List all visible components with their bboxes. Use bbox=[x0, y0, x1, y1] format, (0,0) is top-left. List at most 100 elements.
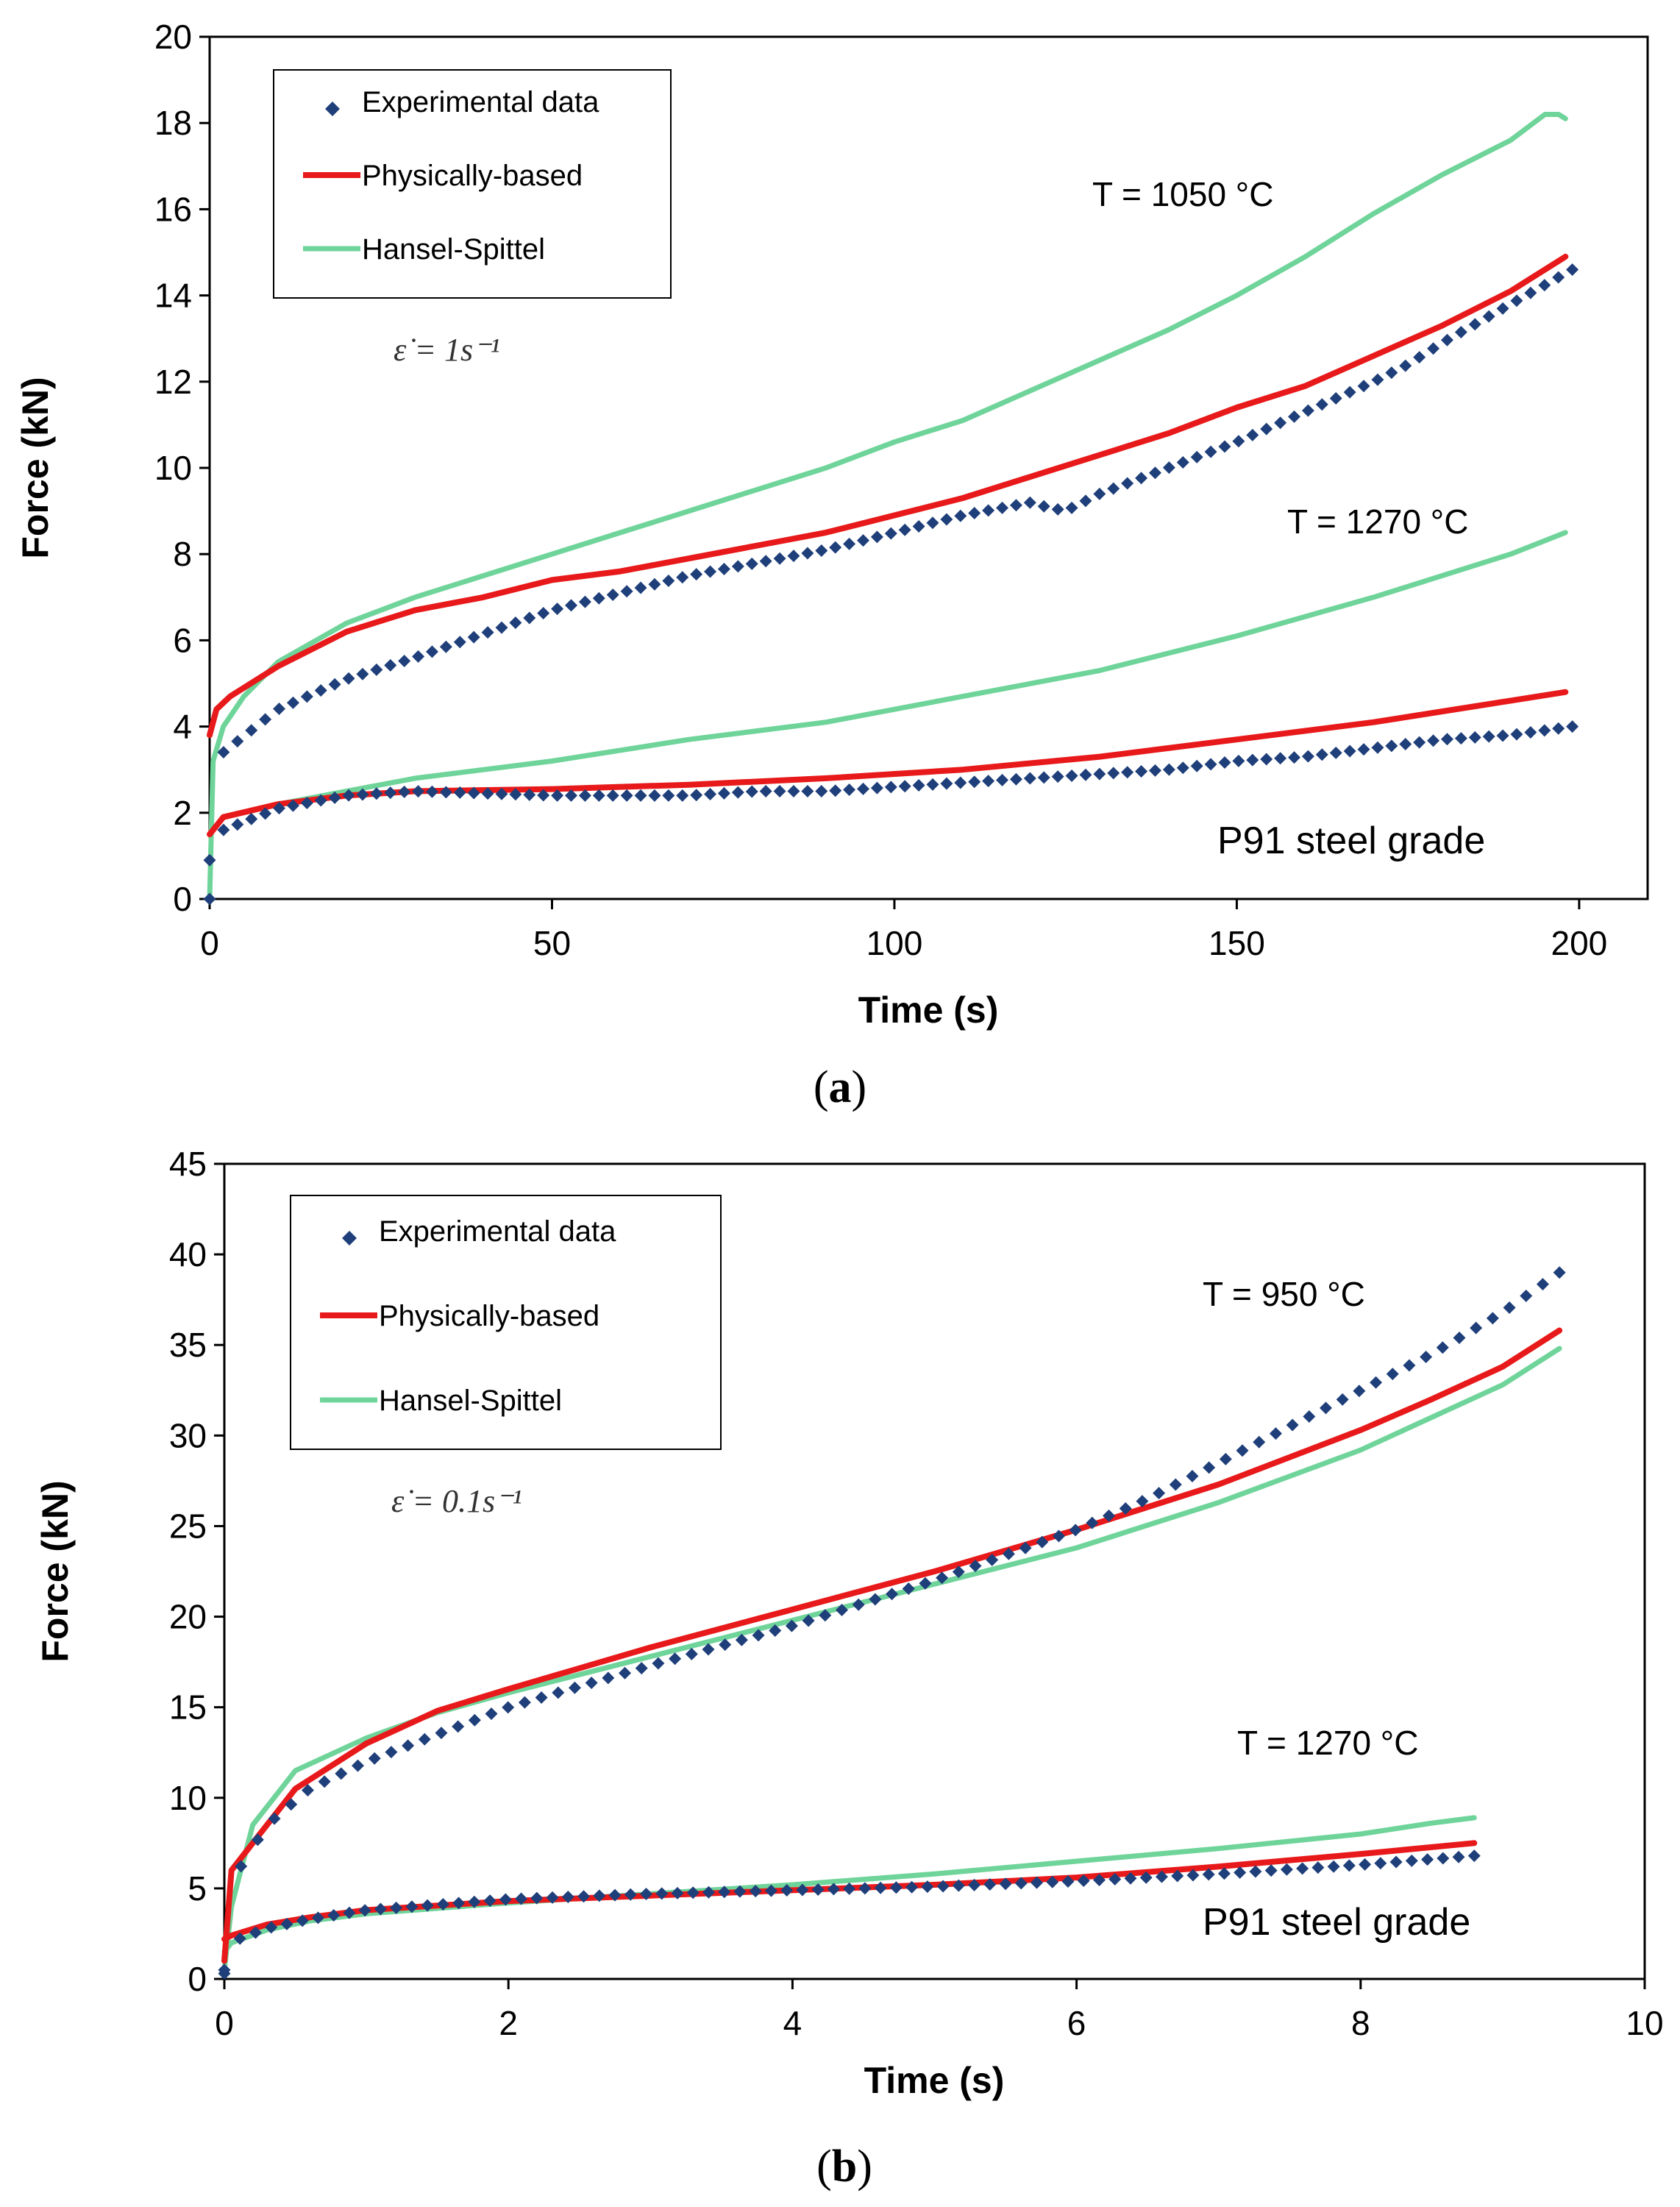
data-point bbox=[1503, 1301, 1516, 1314]
data-point bbox=[368, 1752, 381, 1765]
data-point bbox=[759, 555, 772, 568]
data-point bbox=[796, 1883, 809, 1897]
data-point bbox=[926, 778, 939, 791]
data-point bbox=[551, 789, 564, 802]
data-point bbox=[1538, 279, 1551, 292]
data-point bbox=[1389, 1855, 1403, 1869]
data-point bbox=[1002, 1547, 1015, 1560]
series-group-a bbox=[203, 112, 1579, 906]
data-point bbox=[1421, 1853, 1434, 1866]
data-point bbox=[592, 591, 605, 605]
data-point bbox=[902, 1582, 915, 1596]
data-point bbox=[481, 626, 494, 639]
legend-marker-experimental-a bbox=[325, 102, 340, 116]
data-point bbox=[952, 1565, 965, 1579]
data-point bbox=[1093, 767, 1106, 781]
y-tick-label: 18 bbox=[154, 104, 192, 142]
data-point bbox=[983, 1878, 997, 1891]
data-point bbox=[769, 1624, 782, 1638]
data-point bbox=[731, 786, 744, 799]
y-tick-label: 45 bbox=[169, 1145, 207, 1183]
data-point bbox=[552, 1686, 565, 1699]
data-point bbox=[856, 534, 869, 547]
data-point bbox=[245, 812, 258, 825]
y-tick-label: 16 bbox=[154, 190, 192, 228]
data-point bbox=[1162, 763, 1175, 776]
data-point bbox=[852, 1598, 865, 1611]
data-point bbox=[1311, 1861, 1325, 1874]
data-point bbox=[982, 775, 995, 788]
data-point bbox=[1169, 1478, 1182, 1491]
data-point bbox=[773, 552, 786, 565]
data-point bbox=[203, 892, 216, 906]
data-point bbox=[1327, 1860, 1340, 1873]
series-line-hansel-high-temp bbox=[207, 112, 1568, 902]
data-point bbox=[1427, 734, 1440, 747]
data-point bbox=[869, 1593, 882, 1606]
data-point bbox=[328, 791, 341, 804]
data-point bbox=[1190, 450, 1203, 463]
data-point bbox=[1202, 1868, 1215, 1881]
data-point bbox=[1079, 494, 1092, 508]
y-ticks-a: 0 2 4 6 8 10 12 14 16 18 20 bbox=[154, 18, 210, 918]
data-point bbox=[568, 1681, 581, 1694]
data-point bbox=[690, 789, 703, 802]
data-point bbox=[749, 1885, 762, 1898]
data-point bbox=[1264, 1864, 1278, 1877]
data-point bbox=[1524, 726, 1537, 739]
data-point bbox=[412, 785, 425, 798]
data-point bbox=[1139, 1871, 1153, 1884]
data-point bbox=[502, 1701, 515, 1714]
data-point bbox=[435, 1727, 448, 1740]
data-point bbox=[819, 1609, 832, 1622]
data-point bbox=[1246, 753, 1259, 767]
y-axis-title-b: Force (kN) bbox=[35, 1480, 76, 1662]
data-point bbox=[870, 781, 883, 795]
data-point bbox=[235, 1860, 248, 1873]
data-point bbox=[1065, 769, 1078, 782]
data-point bbox=[1371, 373, 1384, 386]
data-point bbox=[384, 658, 397, 672]
data-point bbox=[327, 1909, 341, 1922]
data-point bbox=[1253, 1435, 1266, 1449]
data-point bbox=[551, 603, 564, 616]
data-point bbox=[425, 785, 438, 798]
data-point bbox=[311, 1911, 324, 1925]
y-tick-label: 0 bbox=[188, 1960, 207, 1998]
data-point bbox=[546, 1891, 559, 1904]
data-point bbox=[1303, 1410, 1316, 1423]
data-point bbox=[259, 713, 272, 726]
legend-b: Experimental data Physically-based Hanse… bbox=[290, 1195, 722, 1450]
caption-b: (b) bbox=[816, 2142, 872, 2192]
series-line-physical-high-temp bbox=[207, 253, 1569, 739]
data-point bbox=[1374, 1857, 1387, 1870]
data-point bbox=[358, 1904, 371, 1917]
data-point bbox=[717, 562, 730, 575]
data-point bbox=[1454, 732, 1467, 745]
legend-label-physical-b: Physically-based bbox=[379, 1300, 599, 1332]
data-point bbox=[606, 789, 619, 802]
data-point bbox=[606, 589, 619, 602]
data-point bbox=[620, 585, 633, 598]
x-tick-label: 0 bbox=[215, 2004, 234, 2042]
data-point bbox=[439, 640, 452, 653]
data-point bbox=[815, 785, 828, 797]
data-point bbox=[251, 1833, 264, 1847]
data-point bbox=[1399, 737, 1412, 750]
data-point bbox=[1315, 398, 1328, 411]
data-point bbox=[619, 1666, 632, 1680]
data-point bbox=[1315, 748, 1328, 761]
data-point bbox=[318, 1775, 331, 1788]
y-axis-title-a: Force (kN) bbox=[15, 377, 56, 558]
data-point bbox=[843, 1882, 856, 1895]
data-point bbox=[752, 1629, 765, 1642]
data-point bbox=[1301, 404, 1314, 417]
data-point bbox=[858, 1882, 872, 1895]
y-tick-label: 40 bbox=[169, 1235, 207, 1273]
legend-box-b bbox=[290, 1195, 722, 1450]
data-point bbox=[1162, 461, 1175, 475]
data-point bbox=[1204, 758, 1217, 771]
data-point bbox=[1288, 751, 1301, 764]
data-point bbox=[836, 1603, 849, 1616]
data-point bbox=[996, 501, 1009, 514]
